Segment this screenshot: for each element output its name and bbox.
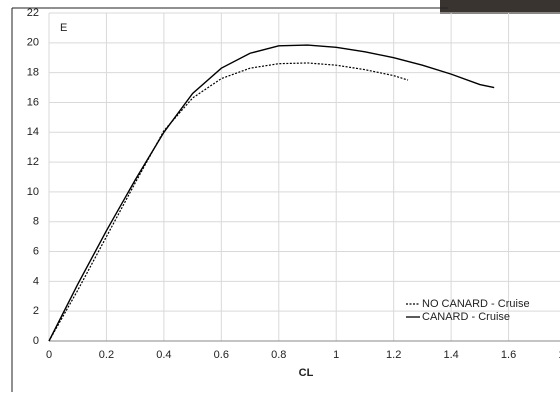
x-axis-label: CL <box>299 367 314 379</box>
y-axis-label: E <box>60 22 67 34</box>
y-tick-label: 22 <box>27 7 39 19</box>
x-tick-label: 0 <box>46 349 52 361</box>
y-tick-label: 20 <box>27 37 39 49</box>
y-tick-label: 18 <box>27 67 39 79</box>
legend-label: NO CANARD - Cruise <box>422 298 530 310</box>
y-tick-label: 0 <box>33 335 39 347</box>
y-tick-label: 14 <box>27 126 39 138</box>
x-tick-label: 1.4 <box>443 349 458 361</box>
y-tick-label: 4 <box>33 275 39 287</box>
x-tick-label: 1 <box>333 349 339 361</box>
data-line <box>48 44 495 342</box>
x-tick-label: 0.6 <box>214 349 229 361</box>
y-tick-label: 2 <box>33 305 39 317</box>
y-tick-label: 6 <box>33 245 39 257</box>
y-tick-label: 16 <box>27 96 39 108</box>
x-tick-label: 0.4 <box>156 349 171 361</box>
y-tick-label: 8 <box>33 216 39 228</box>
x-tick-label: 0.8 <box>271 349 286 361</box>
x-tick-label: 1.8 <box>558 349 560 361</box>
x-tick-label: 1.6 <box>501 349 516 361</box>
x-tick-label: 1.2 <box>386 349 401 361</box>
y-tick-label: 12 <box>27 156 39 168</box>
y-tick-label: 10 <box>27 186 39 198</box>
data-line <box>48 62 409 342</box>
x-tick-label: 0.2 <box>99 349 114 361</box>
legend-label: CANARD - Cruise <box>422 311 510 323</box>
corner-artifact <box>440 0 560 14</box>
